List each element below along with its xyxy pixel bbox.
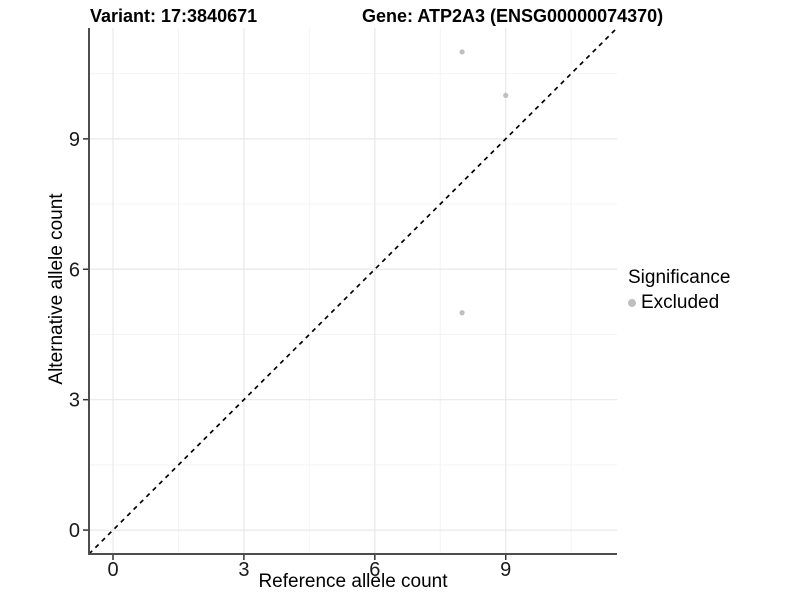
y-tick-label: 6 [69, 259, 80, 281]
y-tick-label: 0 [69, 520, 80, 542]
y-axis-title: Alternative allele count [46, 193, 67, 385]
y-tick-label: 3 [69, 390, 80, 412]
data-point [503, 92, 509, 98]
excluded-point-icon [628, 299, 636, 307]
variant-title: Variant: 17:3840671 [90, 6, 258, 26]
legend-title: Significance [628, 267, 731, 288]
x-tick-label: 0 [107, 559, 118, 581]
data-point [459, 310, 465, 316]
x-tick-label: 9 [500, 559, 511, 581]
x-tick-label: 3 [238, 559, 249, 581]
legend: Significance Excluded [628, 267, 730, 314]
x-axis-title: Reference allele count [258, 571, 448, 592]
x-tick-label: 6 [369, 559, 380, 581]
gene-title: Gene: ATP2A3 (ENSG00000074370) [362, 6, 664, 26]
legend-item-label: Excluded [641, 292, 720, 313]
data-point [459, 49, 465, 55]
legend-item-excluded: Excluded [628, 292, 730, 314]
identity-dashed-line [88, 27, 618, 555]
y-tick-label: 9 [69, 129, 80, 151]
